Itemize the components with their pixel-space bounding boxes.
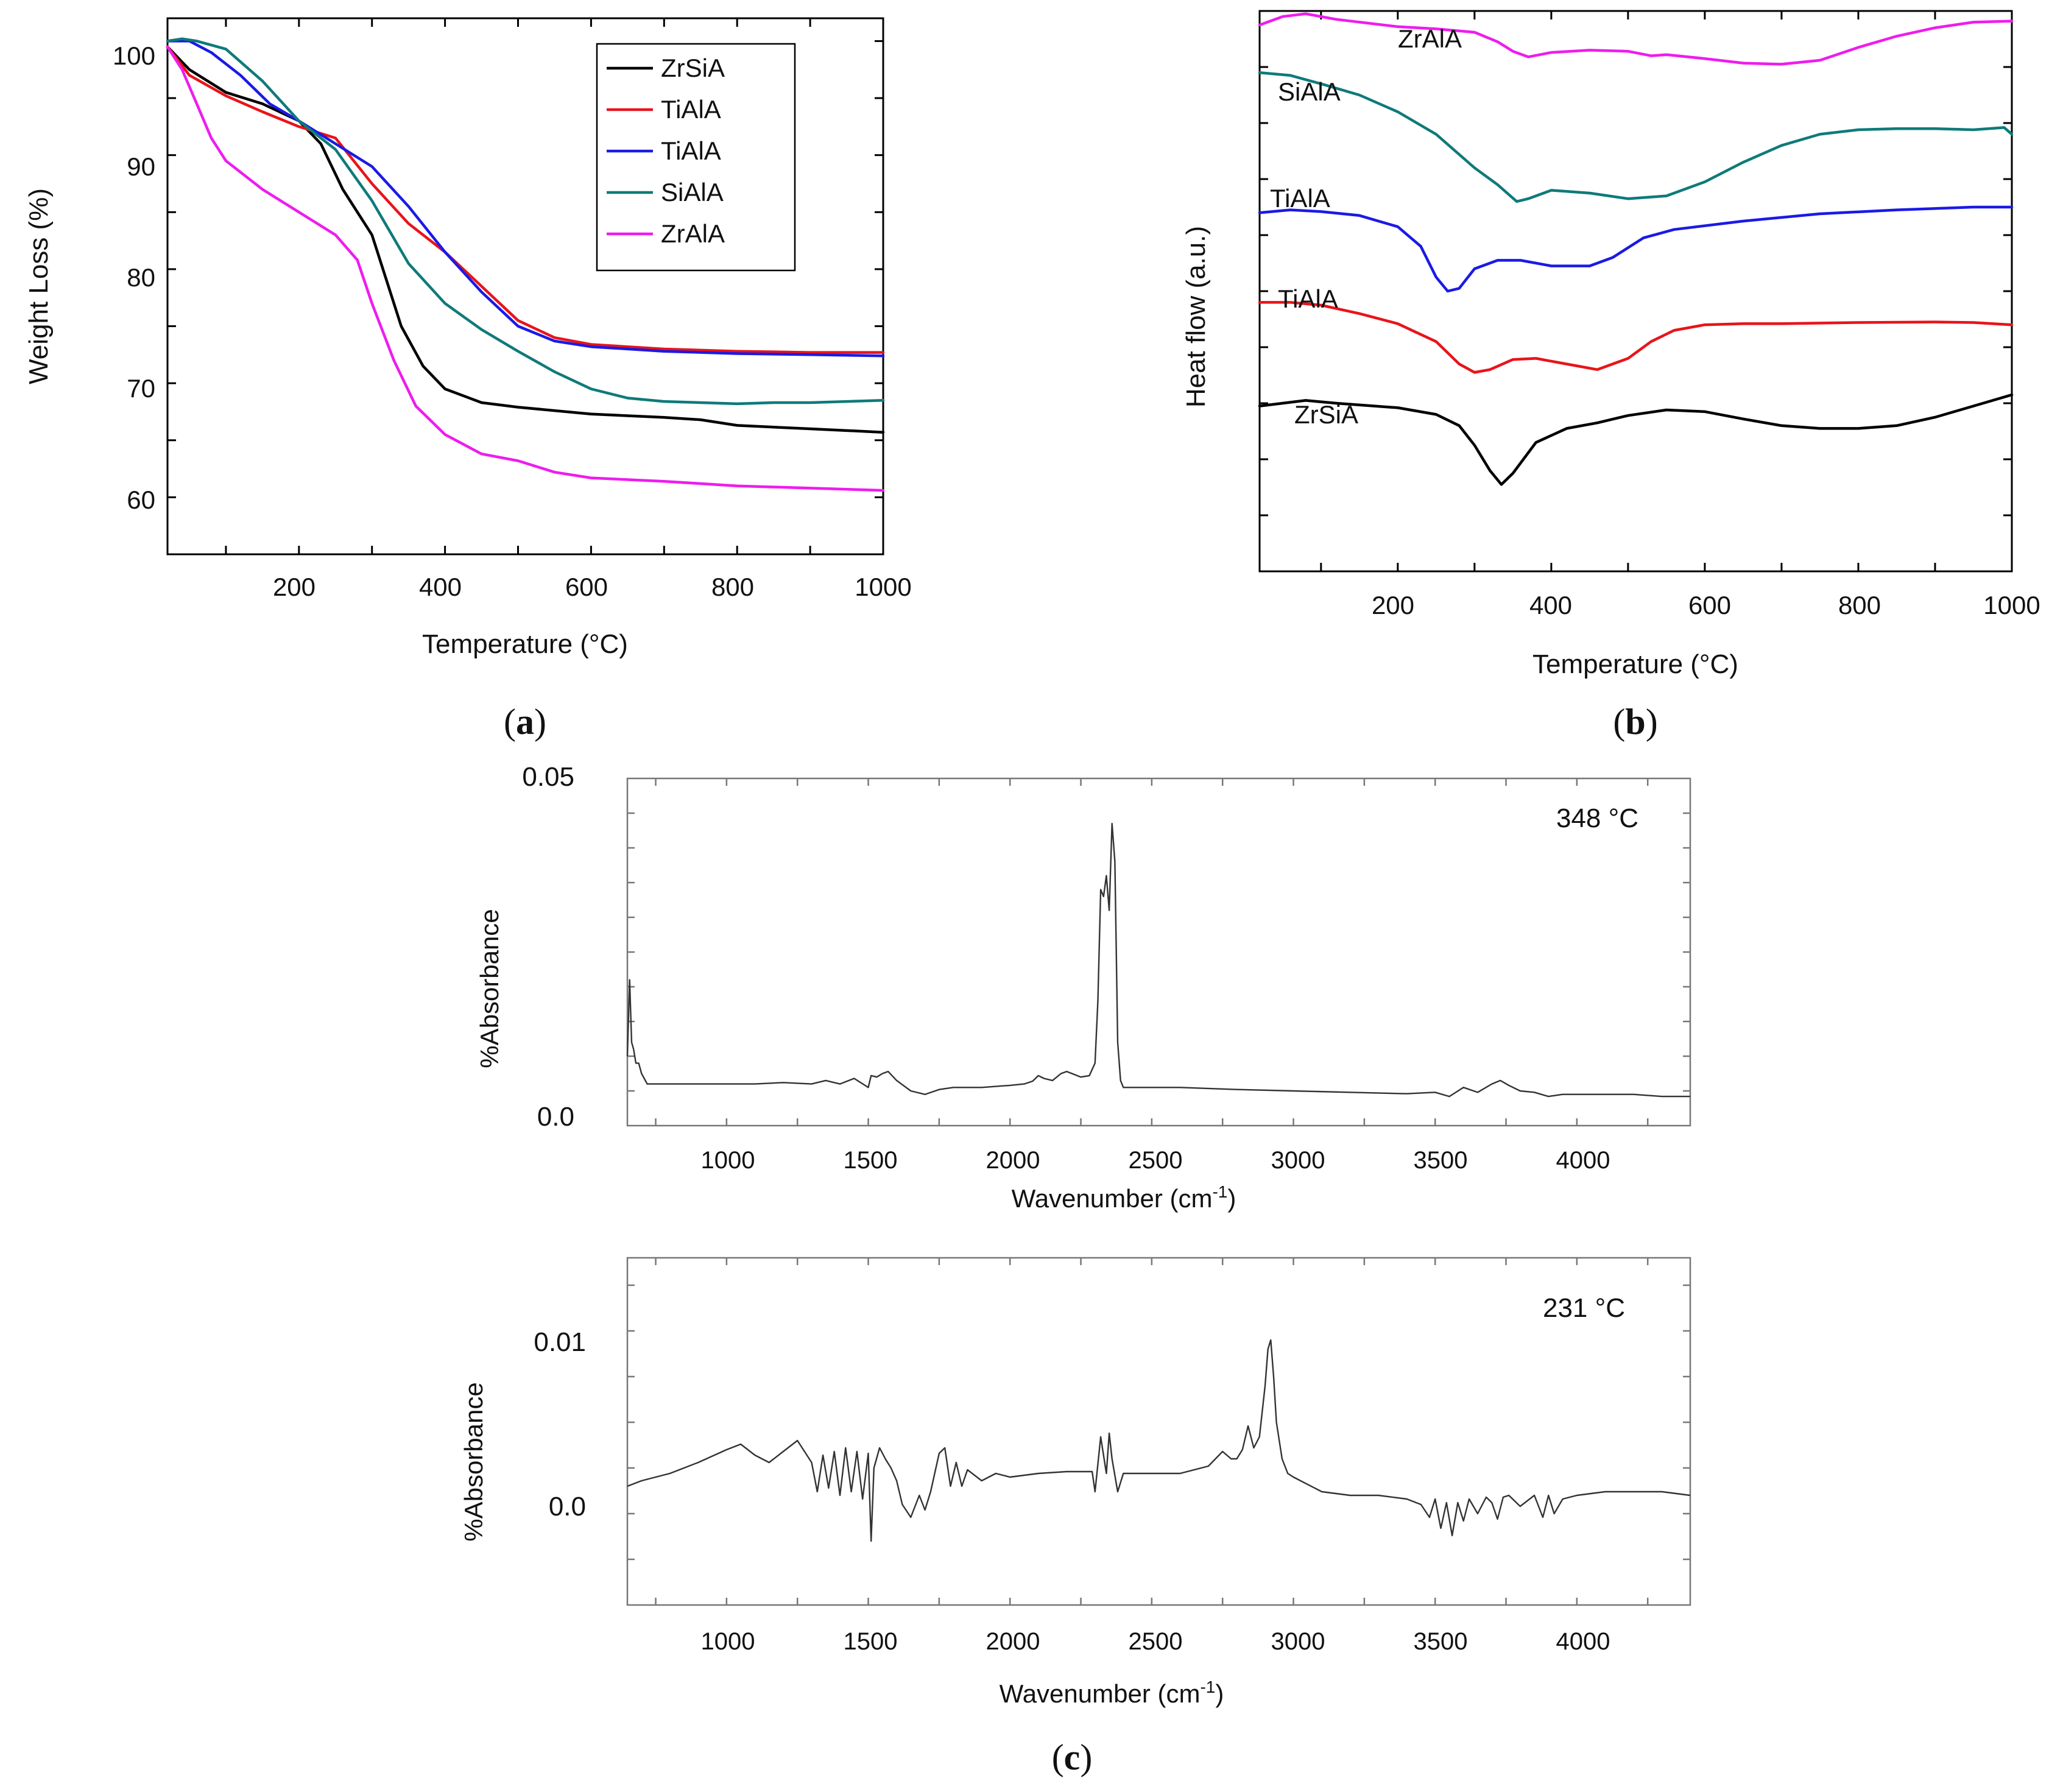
x-tick-label: 3000 <box>1271 1147 1325 1174</box>
chart-title-c-top: 348 °C <box>1556 803 1638 833</box>
x-tick-labels-c-bottom: 1000 1500 2000 2500 3000 3500 4000 <box>701 1628 1610 1655</box>
y-tick-label: 100 <box>113 41 155 70</box>
x-tick-label: 4000 <box>1556 1628 1610 1655</box>
chart-title-c-bottom: 231 °C <box>1543 1293 1625 1323</box>
x-tick-label: 3000 <box>1271 1628 1325 1655</box>
x-tick-label: 200 <box>273 573 316 601</box>
y-tick-labels-a: 100 90 80 70 60 <box>113 41 155 514</box>
x-tick-label: 2500 <box>1129 1147 1183 1174</box>
y-tick-label: 0.0 <box>537 1102 574 1132</box>
series-group-b <box>1258 12 2014 486</box>
axis-ticks-a <box>168 18 883 554</box>
y-axis-label-c-bottom: %Absorbance <box>459 1382 488 1542</box>
panel-label-c: (c) <box>1052 1737 1093 1777</box>
series-group-c-bottom <box>627 1339 1691 1542</box>
curve-labels-b: ZrAlA SiAlA TiAlA TiAlA ZrSiA <box>1270 24 1462 429</box>
legend-entry: ZrSiA <box>661 54 725 82</box>
x-tick-labels-a: 200 400 600 800 1000 <box>273 573 912 601</box>
panel-a: 100 90 80 70 60 200 400 600 800 1000 Tem… <box>24 17 912 742</box>
panel-label-a: (a) <box>504 702 546 742</box>
series-group-a <box>166 37 885 492</box>
series-line-b-2 <box>1258 205 2014 293</box>
series-line-a-4 <box>166 45 885 492</box>
series-line-c-bottom-0 <box>627 1339 1691 1542</box>
legend-entry: SiAlA <box>661 178 724 206</box>
plot-frame-a <box>166 17 884 556</box>
x-tick-label: 600 <box>1688 591 1731 619</box>
legend-entry: TiAlA <box>661 136 721 165</box>
plot-frame-b <box>1258 10 2013 573</box>
x-axis-label-c-bottom: Wavenumber (cm-1) <box>1000 1677 1224 1708</box>
series-line-a-3 <box>166 37 885 406</box>
plot-frame-c-top <box>626 777 1691 1127</box>
series-line-c-top-0 <box>626 822 1690 1098</box>
x-tick-label: 3500 <box>1414 1147 1468 1174</box>
x-tick-label: 400 <box>1529 591 1572 619</box>
x-tick-label: 1500 <box>844 1628 898 1655</box>
x-axis-label-c-top: Wavenumber (cm-1) <box>1012 1182 1236 1213</box>
curve-label: TiAlA <box>1278 284 1338 313</box>
x-tick-label: 200 <box>1372 591 1414 619</box>
y-tick-label: 60 <box>127 485 155 514</box>
y-tick-label: 90 <box>127 152 155 181</box>
panel-c-bottom: 231 °C 0.01 0.0 1000 1500 2000 2500 3000… <box>459 1257 1691 1777</box>
y-tick-label: 0.0 <box>549 1492 586 1522</box>
y-axis-label-b: Heat flow (a.u.) <box>1181 226 1211 407</box>
x-tick-label: 800 <box>1838 591 1881 619</box>
panel-c-top: 348 °C 0.05 0.0 1000 1500 2000 2500 3000… <box>475 762 1691 1213</box>
series-line-b-0 <box>1258 12 2014 66</box>
series-line-b-3 <box>1258 301 2014 374</box>
series-line-a-2 <box>166 40 885 358</box>
x-tick-label: 4000 <box>1556 1147 1610 1174</box>
curve-label: ZrSiA <box>1294 400 1358 429</box>
legend-entry: ZrAlA <box>661 219 725 248</box>
x-tick-label: 1000 <box>1983 591 2040 619</box>
x-axis-label-b: Temperature (°C) <box>1532 649 1738 679</box>
x-tick-label: 2500 <box>1129 1628 1183 1655</box>
plot-frame-c-bottom <box>626 1257 1691 1606</box>
x-tick-label: 3500 <box>1414 1628 1468 1655</box>
legend-entry: TiAlA <box>661 95 721 124</box>
x-tick-label: 1000 <box>701 1147 755 1174</box>
x-tick-labels-c-top: 1000 1500 2000 2500 3000 3500 4000 <box>701 1147 1610 1174</box>
legend-a: ZrSiA TiAlA TiAlA SiAlA ZrAlA <box>596 43 796 272</box>
series-line-a-0 <box>166 45 885 434</box>
y-tick-label: 70 <box>127 374 155 403</box>
panel-label-b: (b) <box>1613 702 1657 742</box>
panel-b: ZrAlA SiAlA TiAlA TiAlA ZrSiA 200 400 60… <box>1181 10 2040 742</box>
series-line-b-4 <box>1258 393 2014 486</box>
axis-ticks-b <box>1260 11 2012 571</box>
x-tick-labels-b: 200 400 600 800 1000 <box>1372 591 2040 619</box>
x-tick-label: 1500 <box>844 1147 898 1174</box>
y-axis-label-c-top: %Absorbance <box>475 909 504 1068</box>
x-tick-label: 2000 <box>986 1147 1040 1174</box>
axis-ticks-c-bottom <box>627 1258 1690 1605</box>
y-axis-label-a: Weight Loss (%) <box>24 188 54 384</box>
axis-ticks-c-top <box>627 778 1690 1126</box>
y-tick-label: 0.05 <box>522 762 574 792</box>
x-tick-label: 2000 <box>986 1628 1040 1655</box>
x-tick-label: 400 <box>419 573 462 601</box>
series-line-b-1 <box>1258 71 2014 203</box>
x-tick-label: 600 <box>565 573 608 601</box>
y-tick-label: 80 <box>127 263 155 292</box>
x-tick-label: 1000 <box>701 1628 755 1655</box>
x-axis-label-a: Temperature (°C) <box>422 629 628 659</box>
curve-label: TiAlA <box>1270 184 1330 213</box>
curve-label: ZrAlA <box>1398 24 1462 53</box>
y-tick-label: 0.01 <box>534 1327 586 1357</box>
curve-label: SiAlA <box>1278 77 1341 106</box>
x-tick-label: 1000 <box>855 573 911 601</box>
series-group-c-top <box>626 822 1690 1098</box>
x-tick-label: 800 <box>711 573 754 601</box>
